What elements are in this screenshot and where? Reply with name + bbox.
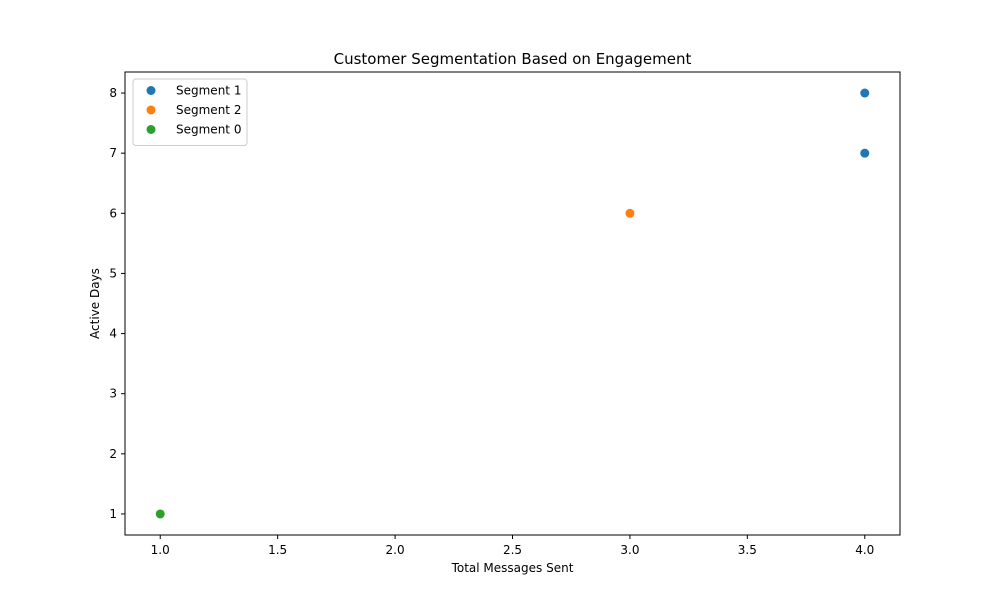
legend-label: Segment 0 — [176, 123, 241, 137]
legend-box — [132, 78, 248, 146]
x-axis-ticks: 1.0 1.5 2.0 2.5 3.0 3.5 4.0 — [151, 535, 874, 557]
data-point — [625, 208, 635, 218]
x-tick-label: 4.0 — [855, 543, 874, 557]
x-tick-label: 3.0 — [620, 543, 639, 557]
y-tick-label: 4 — [109, 327, 117, 341]
legend-marker — [146, 125, 156, 134]
legend-marker — [146, 86, 156, 95]
x-tick-label: 1.5 — [268, 543, 287, 557]
plot-frame — [124, 71, 901, 536]
data-point — [860, 88, 870, 98]
data-point — [155, 509, 165, 519]
legend-marker — [146, 105, 156, 115]
y-tick-label: 5 — [109, 266, 117, 280]
legend: Segment 1 Segment 2 Segment 0 — [132, 78, 248, 146]
legend-label: Segment 2 — [176, 103, 241, 117]
chart-title: Customer Segmentation Based on Engagemen… — [334, 50, 692, 68]
x-axis-label: Total Messages Sent — [451, 561, 574, 575]
y-axis-ticks: 1 2 3 4 5 6 7 8 — [109, 86, 125, 521]
y-tick-label: 7 — [109, 146, 117, 160]
y-tick-label: 8 — [109, 86, 117, 100]
scatter-points — [155, 88, 870, 519]
x-tick-label: 2.0 — [386, 543, 405, 557]
x-tick-label: 1.0 — [151, 543, 170, 557]
y-tick-label: 3 — [109, 387, 117, 401]
y-tick-label: 2 — [109, 447, 117, 461]
legend-label: Segment 1 — [176, 84, 241, 98]
y-tick-label: 1 — [109, 507, 117, 521]
x-tick-label: 2.5 — [503, 543, 522, 557]
x-tick-label: 3.5 — [738, 543, 757, 557]
y-axis-label: Active Days — [88, 268, 102, 339]
data-point — [860, 148, 870, 158]
y-tick-label: 6 — [109, 206, 117, 220]
